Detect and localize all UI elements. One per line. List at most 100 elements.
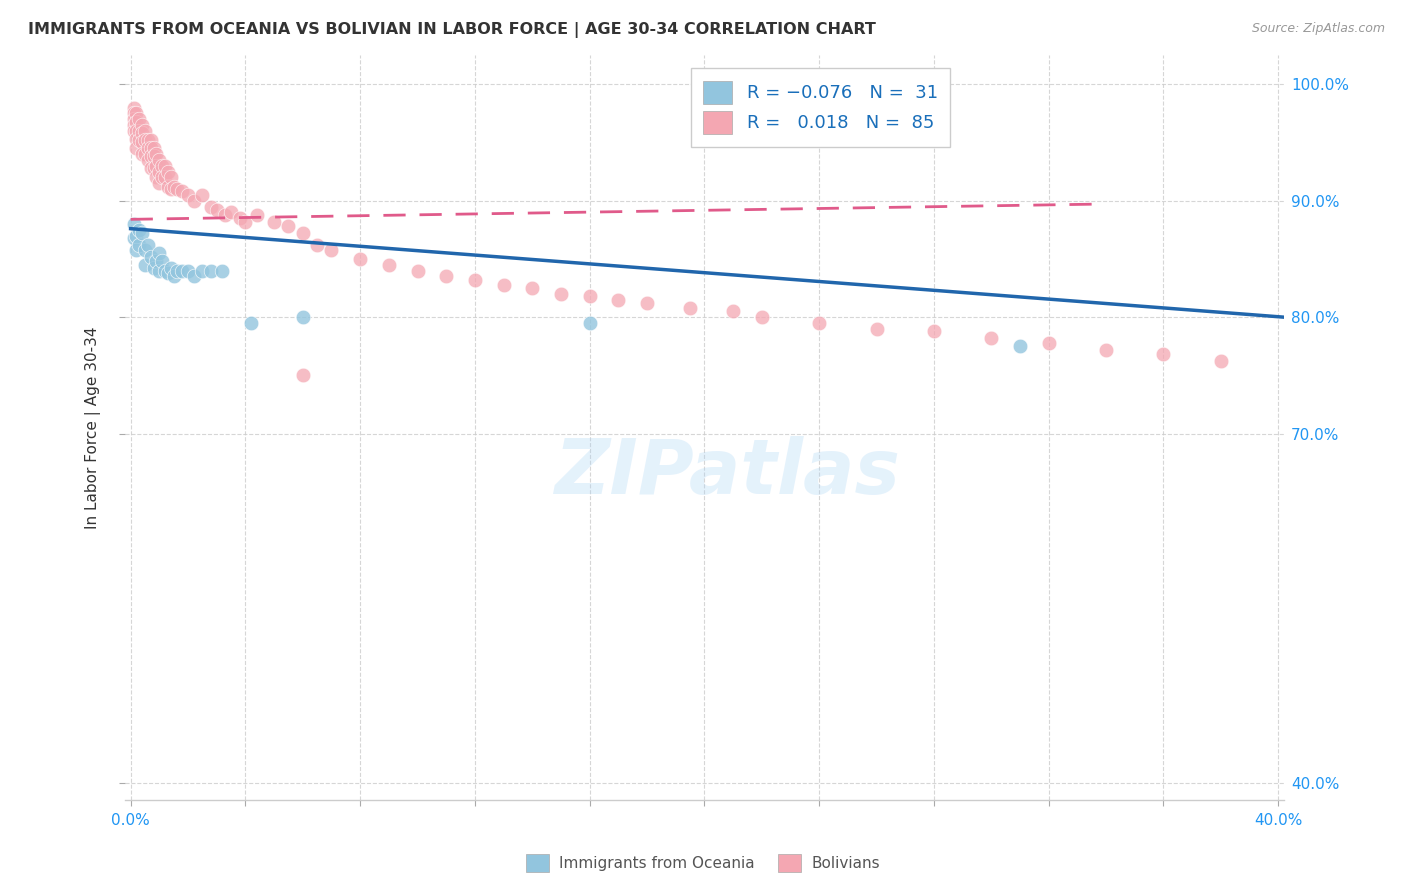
Point <box>134 133 156 147</box>
Point <box>219 205 242 219</box>
Point <box>205 202 228 217</box>
Point <box>136 133 159 147</box>
Point <box>139 149 162 163</box>
Point <box>177 187 200 202</box>
Point <box>865 322 887 336</box>
Point <box>128 112 150 127</box>
Legend: R = −0.076   N =  31, R =   0.018   N =  85: R = −0.076 N = 31, R = 0.018 N = 85 <box>690 68 950 147</box>
Text: IMMIGRANTS FROM OCEANIA VS BOLIVIAN IN LABOR FORCE | AGE 30-34 CORRELATION CHART: IMMIGRANTS FROM OCEANIA VS BOLIVIAN IN L… <box>28 22 876 38</box>
Point <box>578 289 600 303</box>
Point <box>139 250 162 264</box>
Point <box>166 263 188 277</box>
Text: Source: ZipAtlas.com: Source: ZipAtlas.com <box>1251 22 1385 36</box>
Point <box>183 194 205 208</box>
Point <box>156 266 179 280</box>
Point <box>153 170 176 185</box>
Point <box>291 368 314 383</box>
Point <box>406 263 429 277</box>
Point <box>183 269 205 284</box>
Point <box>145 170 167 185</box>
Point <box>122 231 145 245</box>
Point <box>142 149 165 163</box>
Point <box>145 147 167 161</box>
Point <box>307 238 329 252</box>
Point <box>808 316 831 330</box>
Point <box>125 132 148 146</box>
Point <box>125 243 148 257</box>
Point <box>492 277 515 292</box>
Point <box>349 252 371 266</box>
Point <box>156 164 179 178</box>
Point <box>522 281 544 295</box>
Point <box>1152 347 1174 361</box>
Point <box>122 112 145 127</box>
Point <box>321 243 343 257</box>
Point <box>134 258 156 272</box>
Point <box>136 141 159 155</box>
Point <box>434 269 457 284</box>
Point <box>150 254 173 268</box>
Point <box>1008 339 1031 353</box>
Point <box>153 159 176 173</box>
Point <box>159 182 181 196</box>
Point <box>378 258 401 272</box>
Point <box>550 286 572 301</box>
Point <box>131 227 153 241</box>
Point <box>150 159 173 173</box>
Point <box>125 141 148 155</box>
Point <box>263 215 285 229</box>
Point <box>134 243 156 257</box>
Point <box>142 261 165 276</box>
Point <box>153 263 176 277</box>
Point <box>235 215 257 229</box>
Point <box>131 147 153 161</box>
Point <box>125 228 148 243</box>
Point <box>148 176 170 190</box>
Point <box>148 263 170 277</box>
Point <box>131 126 153 140</box>
Point <box>134 147 156 161</box>
Point <box>166 182 188 196</box>
Point <box>125 106 148 120</box>
Point <box>139 161 162 175</box>
Point <box>200 200 222 214</box>
Point <box>240 316 263 330</box>
Point <box>145 254 167 268</box>
Point <box>172 185 194 199</box>
Point <box>159 261 181 276</box>
Point <box>142 141 165 155</box>
Point <box>136 238 159 252</box>
Y-axis label: In Labor Force | Age 30-34: In Labor Force | Age 30-34 <box>86 326 101 529</box>
Point <box>200 263 222 277</box>
Legend: Immigrants from Oceania, Bolivians: Immigrants from Oceania, Bolivians <box>519 846 887 880</box>
Point <box>136 153 159 167</box>
Point <box>1095 343 1118 357</box>
Point <box>679 301 702 315</box>
Point <box>922 324 945 338</box>
Point <box>246 208 269 222</box>
Point <box>291 310 314 325</box>
Point <box>128 133 150 147</box>
Point <box>214 208 236 222</box>
Point <box>125 114 148 128</box>
Point <box>464 273 486 287</box>
Point <box>578 316 600 330</box>
Point <box>163 179 186 194</box>
Point <box>607 293 630 307</box>
Point <box>122 217 145 231</box>
Point <box>148 164 170 178</box>
Point <box>277 219 299 234</box>
Point <box>150 170 173 185</box>
Point <box>122 106 145 120</box>
Point <box>211 263 233 277</box>
Text: ZIPatlas: ZIPatlas <box>554 435 901 509</box>
Point <box>751 310 773 325</box>
Point <box>177 263 200 277</box>
Point <box>128 223 150 237</box>
Point <box>291 227 314 241</box>
Point <box>163 269 186 284</box>
Point <box>128 238 150 252</box>
Point <box>636 296 658 310</box>
Point <box>159 170 181 185</box>
Point <box>131 118 153 132</box>
